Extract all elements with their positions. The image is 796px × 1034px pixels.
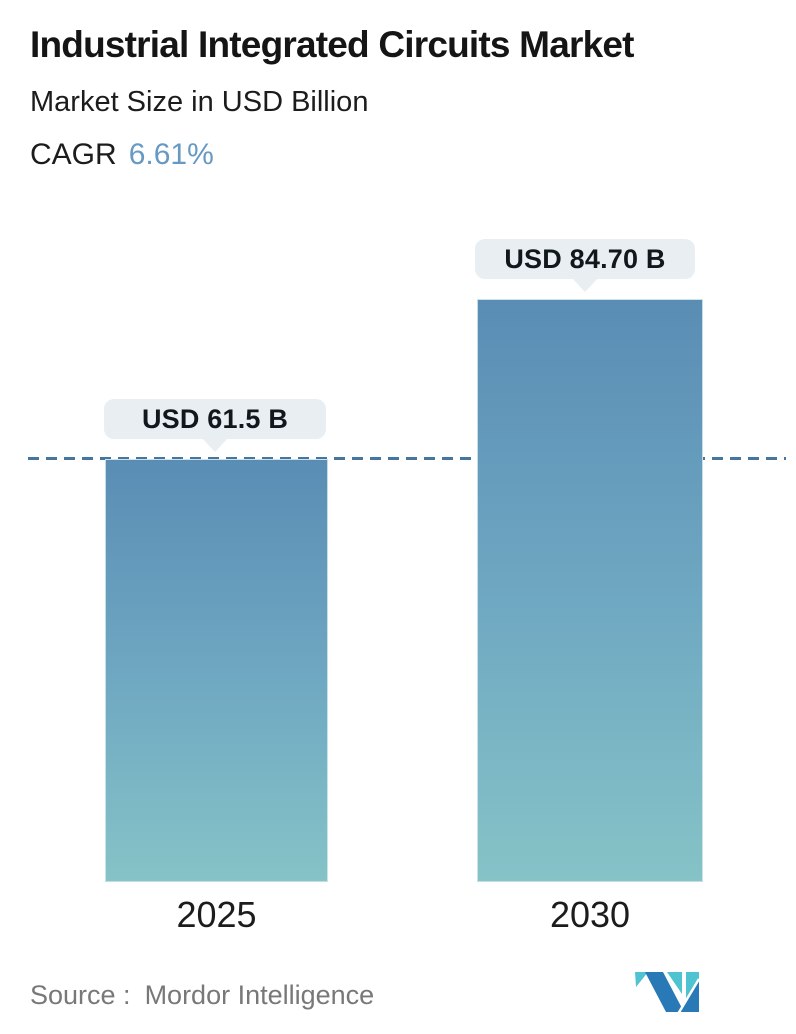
cagr-value: 6.61% [128,138,214,171]
cagr-label: CAGR [30,138,117,171]
mordor-intelligence-logo-icon [635,972,700,1013]
bar-2030 [477,299,703,882]
page-title: Industrial Integrated Circuits Market [30,24,634,65]
data-label-2030-text: USD 84.70 B [504,243,666,274]
data-label-2030: USD 84.70 B [475,239,695,279]
data-label-2025-text: USD 61.5 B [141,403,289,434]
reference-dashed-line [28,457,786,460]
data-label-2025: USD 61.5 B [104,399,326,439]
chart-subtitle: Market Size in USD Billion [30,86,369,118]
x-axis-label-2025: 2025 [176,894,257,935]
bar-2025 [105,459,328,882]
x-axis-label-2030: 2030 [549,894,631,935]
source-attribution: Source : Mordor Intelligence [30,980,374,1011]
source-label: Source : [30,980,131,1010]
cagr-line: CAGR 6.61% [30,138,214,172]
source-value: Mordor Intelligence [144,980,375,1010]
